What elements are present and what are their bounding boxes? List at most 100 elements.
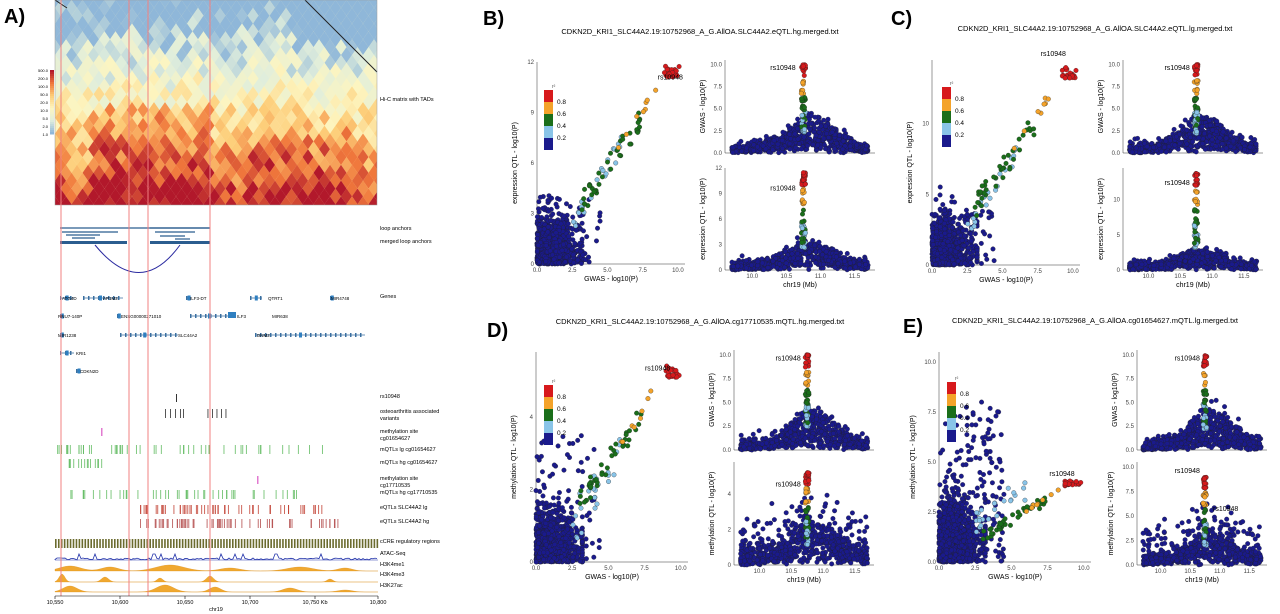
data-point: [950, 194, 955, 199]
data-point: [817, 240, 822, 245]
y-tick-label: 0: [719, 268, 723, 274]
data-point: [595, 177, 600, 182]
data-point: [616, 145, 621, 150]
y-tick-label: 9: [719, 192, 723, 198]
data-point: [799, 96, 804, 101]
r2-legend-swatch: [544, 90, 553, 102]
data-point: [548, 249, 553, 254]
snp-label: rs10948: [658, 74, 683, 81]
data-point: [799, 261, 804, 266]
data-point: [776, 142, 781, 147]
data-point: [545, 215, 550, 220]
data-point: [772, 138, 777, 143]
data-point: [653, 88, 658, 93]
x-tick-label: 7.5: [639, 268, 648, 274]
x-axis-title: chr19 (Mb): [783, 282, 817, 289]
data-point: [634, 114, 639, 119]
x-tick-label: 10.0: [672, 268, 684, 274]
data-point: [836, 261, 841, 266]
data-point: [845, 251, 850, 256]
data-point: [592, 189, 597, 194]
data-point: [862, 258, 867, 263]
data-point: [820, 252, 825, 257]
r2-legend-title: r²: [552, 84, 556, 90]
data-point: [595, 226, 600, 231]
y-tick-label: 3: [531, 212, 535, 218]
data-point: [800, 188, 805, 193]
x-tick-label: 2.5: [568, 268, 577, 274]
data-point: [557, 255, 562, 260]
data-point: [580, 237, 585, 242]
data-point: [755, 145, 760, 150]
data-point: [801, 170, 806, 175]
x-tick-label: 11.0: [815, 274, 827, 280]
data-point: [800, 113, 805, 118]
data-point: [582, 202, 587, 207]
data-point: [766, 265, 771, 270]
data-point: [564, 201, 569, 206]
data-point: [578, 241, 583, 246]
data-point: [790, 252, 795, 257]
data-point: [864, 143, 869, 148]
data-point: [570, 215, 575, 220]
data-point: [799, 91, 804, 96]
data-point: [760, 261, 765, 266]
data-point: [545, 230, 550, 235]
x-tick-label: 0.0: [533, 268, 542, 274]
data-point: [549, 196, 554, 201]
data-point: [731, 145, 736, 150]
data-point: [739, 149, 744, 154]
data-point: [826, 135, 831, 140]
data-point: [752, 138, 757, 143]
data-point: [834, 255, 839, 260]
y-tick-label: 7.5: [714, 85, 723, 91]
data-point: [645, 98, 650, 103]
data-point: [940, 202, 945, 207]
data-point: [552, 257, 557, 262]
data-point: [564, 255, 569, 260]
data-point: [802, 245, 807, 250]
data-point: [788, 136, 793, 141]
data-point: [811, 142, 816, 147]
data-point: [557, 197, 562, 202]
data-point: [563, 260, 568, 265]
data-point: [841, 139, 846, 144]
data-point: [937, 216, 942, 221]
data-point: [566, 221, 571, 226]
data-point: [826, 258, 831, 263]
data-point: [802, 127, 807, 132]
data-point: [800, 226, 805, 231]
data-point: [796, 137, 801, 142]
data-point: [795, 235, 800, 240]
data-point: [731, 264, 736, 269]
data-point: [805, 263, 810, 268]
data-point: [566, 234, 571, 239]
data-point: [560, 248, 565, 253]
data-point: [677, 64, 682, 69]
y-tick-label: 9: [531, 111, 535, 117]
data-point: [814, 133, 819, 138]
data-point: [581, 253, 586, 258]
data-point: [800, 212, 805, 217]
data-point: [587, 260, 592, 265]
data-point: [598, 211, 603, 216]
data-point: [535, 215, 540, 220]
data-point: [975, 255, 980, 260]
data-point: [805, 143, 810, 148]
data-point: [571, 220, 576, 225]
data-point: [938, 224, 943, 229]
data-point: [765, 257, 770, 262]
snp-label: rs10948: [770, 65, 795, 72]
scatter-panels: 0369120.0 2.5 5.0 7.5 10.0GWAS - log10(P)exp…: [0, 0, 1280, 614]
data-point: [857, 262, 862, 267]
x-tick-label: 10.5: [781, 274, 793, 280]
panel-C-left: 05100.0 2.5 5.0 7.5 10.0GWAS - log10(P)expre…: [907, 51, 1080, 284]
data-point: [781, 130, 786, 135]
data-point: [601, 168, 606, 173]
data-point: [597, 182, 602, 187]
data-point: [535, 249, 540, 254]
data-point: [537, 210, 542, 215]
data-point: [800, 240, 805, 245]
r2-legend: r²0.80.60.40.2: [544, 84, 566, 150]
